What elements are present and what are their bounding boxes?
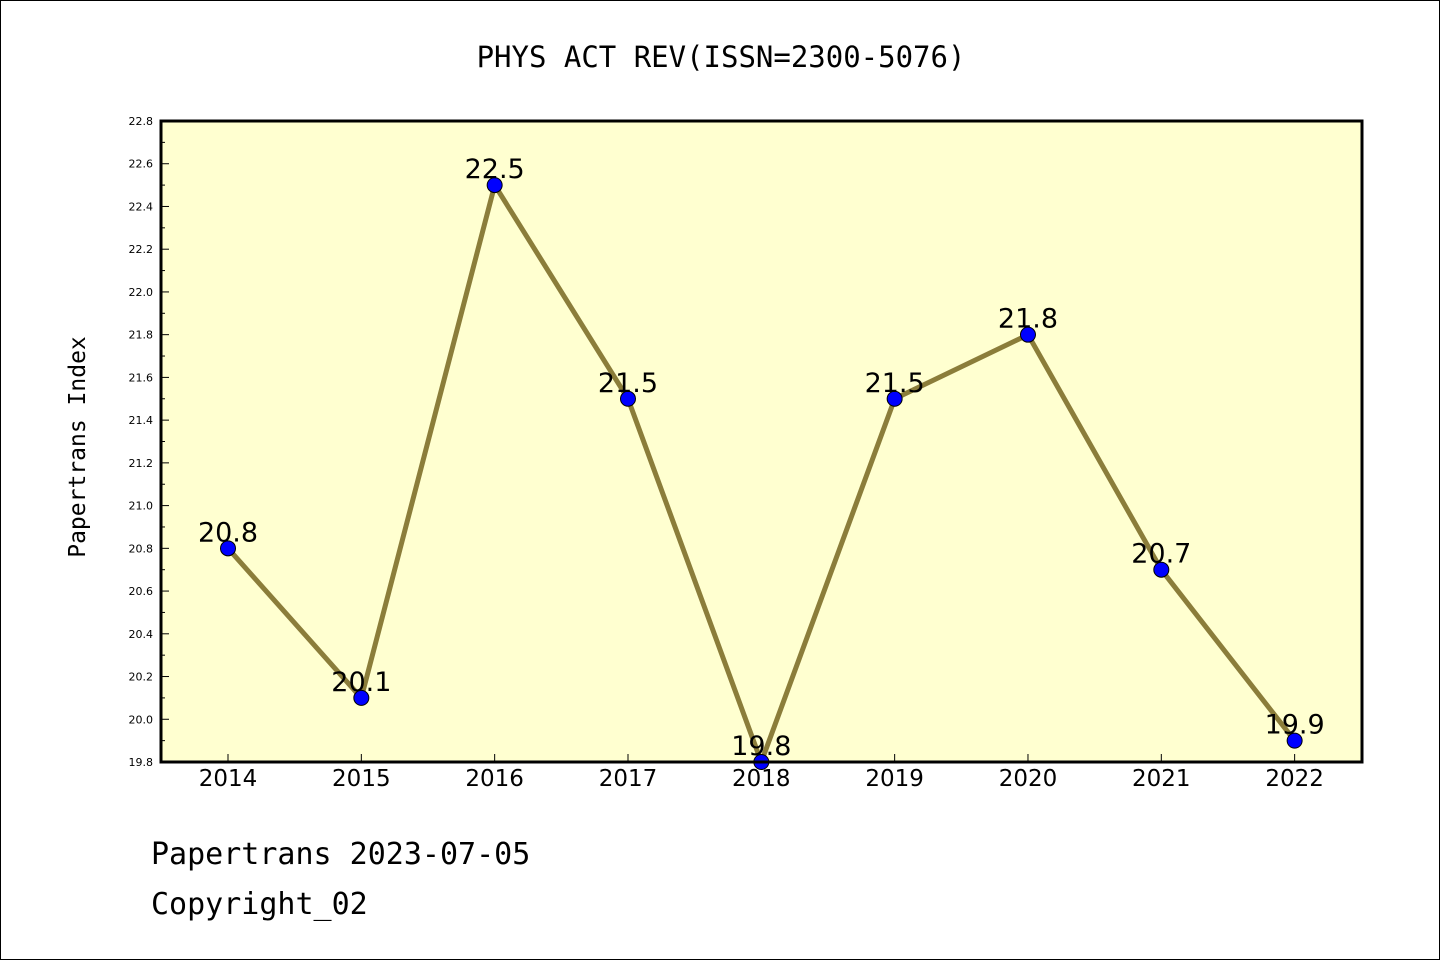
data-point bbox=[1019, 326, 1036, 343]
x-tick-label: 2022 bbox=[1265, 766, 1324, 792]
footer-copyright: Copyright_02 bbox=[151, 887, 368, 922]
x-tick-label: 2019 bbox=[865, 766, 924, 792]
y-tick-label: 21.8 bbox=[129, 329, 154, 342]
plot-border bbox=[159, 119, 1364, 764]
data-labels: 20.8 20.1 22.5 21.5 19.8 21.5 21.8 20.7 19.9 bbox=[198, 154, 1325, 762]
data-label: 21.5 bbox=[598, 368, 658, 399]
x-tick-label: 2020 bbox=[999, 766, 1058, 792]
y-tick-label: 20.6 bbox=[129, 585, 154, 598]
x-tick-label: 2017 bbox=[599, 766, 658, 792]
y-tick-label: 20.0 bbox=[129, 713, 154, 726]
footer-date-line: Papertrans 2023-07-05 bbox=[151, 837, 531, 872]
x-tick-label: 2016 bbox=[465, 766, 524, 792]
y-tick-label: 19.8 bbox=[129, 756, 154, 769]
y-tick-label: 21.4 bbox=[129, 414, 154, 427]
data-label: 21.5 bbox=[865, 368, 925, 399]
data-point bbox=[486, 177, 503, 194]
y-tick-label: 22.0 bbox=[129, 286, 154, 299]
data-point bbox=[353, 689, 370, 706]
y-tick-label: 22.8 bbox=[129, 115, 154, 128]
data-label: 21.8 bbox=[998, 304, 1058, 335]
y-axis: 19.8 20.0 20.2 20.4 20.6 20.8 21.0 21.2 21.4 21.6… bbox=[129, 115, 169, 769]
data-label: 20.1 bbox=[331, 667, 391, 698]
data-label: 20.8 bbox=[198, 517, 258, 548]
y-tick-label: 21.6 bbox=[129, 371, 154, 384]
y-axis-label: Papertrans Index bbox=[65, 336, 91, 558]
x-tick-label: 2015 bbox=[332, 766, 391, 792]
y-tick-label: 21.2 bbox=[129, 457, 154, 470]
y-tick-label: 22.4 bbox=[129, 200, 154, 213]
x-axis: 2014 2015 2016 2017 2018 2019 2020 2021 2022 bbox=[199, 754, 1324, 792]
data-point bbox=[886, 390, 903, 407]
data-point bbox=[220, 540, 236, 557]
x-tick-label: 2018 bbox=[732, 766, 791, 792]
y-tick-label: 21.0 bbox=[129, 500, 154, 513]
y-tick-label: 20.8 bbox=[129, 542, 154, 555]
data-label: 19.9 bbox=[1265, 710, 1325, 741]
data-label: 20.7 bbox=[1131, 539, 1191, 570]
data-label: 19.8 bbox=[731, 731, 791, 762]
chart-title: PHYS ACT REV(ISSN=2300-5076) bbox=[477, 40, 966, 74]
y-tick-label: 22.6 bbox=[129, 158, 154, 171]
data-points bbox=[220, 177, 1303, 770]
x-tick-label: 2014 bbox=[199, 766, 258, 792]
data-point bbox=[1153, 561, 1170, 578]
plot-area bbox=[161, 121, 1362, 762]
y-tick-label: 20.2 bbox=[129, 671, 154, 684]
data-point bbox=[1286, 732, 1303, 749]
y-tick-label: 20.4 bbox=[129, 628, 154, 641]
y-tick-label: 22.2 bbox=[129, 243, 154, 256]
x-tick-label: 2021 bbox=[1132, 766, 1191, 792]
data-label: 22.5 bbox=[465, 154, 525, 185]
data-point bbox=[619, 390, 636, 407]
